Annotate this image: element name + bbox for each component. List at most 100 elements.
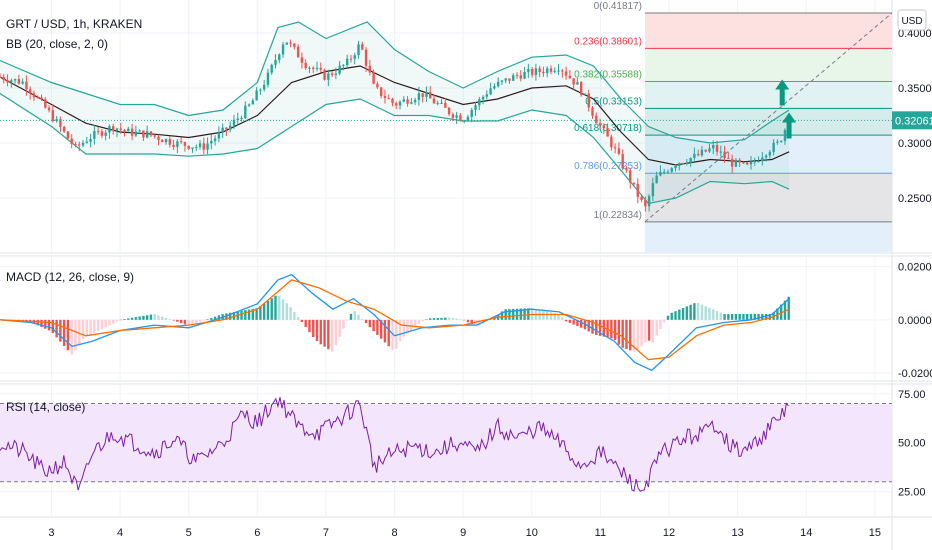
macd-histogram-bar — [357, 315, 360, 320]
candle-body — [281, 44, 285, 55]
candle-body — [145, 131, 149, 138]
macd-histogram-bar — [662, 319, 666, 323]
candle — [40, 94, 43, 101]
macd-histogram-bar — [734, 313, 738, 320]
macd-histogram-bar — [376, 319, 379, 335]
macd-histogram-bar — [783, 300, 787, 320]
candle — [583, 93, 587, 96]
candle — [779, 140, 783, 143]
macd-histogram-bar — [474, 319, 477, 327]
candle-body — [213, 138, 217, 141]
candle — [621, 149, 624, 171]
candle — [764, 154, 768, 162]
macd-histogram-bar — [436, 317, 439, 320]
candle-body — [338, 65, 341, 74]
macd-indicator-label[interactable]: MACD (12, 26, close, 9) — [6, 270, 134, 284]
candle-body — [0, 77, 2, 78]
macd-histogram-bar — [191, 319, 194, 325]
candle — [319, 62, 322, 73]
candle-body — [168, 139, 172, 145]
candle — [281, 41, 285, 58]
candle-body — [662, 171, 666, 173]
candle — [485, 90, 489, 100]
candle-body — [319, 67, 322, 70]
macd-histogram-bar — [444, 317, 447, 320]
candle-body — [670, 168, 673, 172]
candle — [474, 101, 477, 116]
macd-histogram-bar — [546, 311, 549, 320]
candle-body — [383, 96, 387, 99]
macd-histogram-bar — [127, 318, 130, 320]
candle — [55, 116, 58, 123]
candle — [330, 71, 334, 78]
macd-histogram-bar — [429, 318, 432, 320]
macd-histogram-bar — [47, 319, 51, 331]
candle — [708, 143, 711, 153]
candle-body — [289, 42, 292, 44]
candle-body — [300, 57, 304, 63]
rsi-band-fill — [0, 403, 892, 482]
macd-histogram-bar — [210, 317, 213, 320]
macd-histogram-bar — [406, 319, 409, 334]
macd-histogram-bar — [108, 319, 111, 326]
candle-body — [96, 131, 100, 133]
macd-histogram-bar — [659, 319, 662, 330]
candle — [451, 112, 455, 122]
candle — [719, 145, 723, 157]
candle-body — [549, 68, 553, 72]
candle-body — [364, 49, 368, 66]
macd-histogram-bar — [259, 306, 262, 320]
candle-body — [772, 142, 775, 153]
macd-histogram-bar — [112, 319, 115, 324]
rsi-indicator-label[interactable]: RSI (14, close) — [6, 400, 85, 414]
macd-histogram-bar — [542, 310, 545, 320]
candle-body — [270, 64, 273, 73]
candle-body — [640, 196, 643, 201]
x-tick-label: 7 — [323, 527, 329, 539]
macd-histogram-bar — [512, 308, 515, 320]
candle — [142, 130, 145, 141]
macd-histogram-bar — [508, 309, 511, 320]
candle-body — [512, 75, 515, 81]
candle — [410, 98, 413, 105]
macd-histogram-bar — [678, 309, 681, 320]
macd-histogram-bar — [602, 319, 606, 337]
candle — [440, 98, 443, 105]
candle-body — [157, 136, 160, 141]
macd-histogram-bar — [157, 315, 160, 320]
candle — [372, 69, 375, 85]
candle — [738, 158, 741, 167]
macd-histogram-bar — [749, 313, 753, 320]
candle-body — [685, 162, 689, 164]
candle — [561, 68, 564, 78]
candle — [538, 65, 541, 78]
candle-body — [25, 81, 28, 90]
candle — [617, 142, 621, 156]
bb-indicator-label[interactable]: BB (20, close, 2, 0) — [6, 37, 108, 51]
candle-body — [349, 58, 353, 60]
candle-body — [523, 71, 526, 79]
currency-button[interactable]: USD — [897, 9, 927, 31]
candle-body — [742, 162, 745, 164]
candle — [478, 96, 481, 111]
candle-body — [572, 78, 575, 85]
x-tick-label: 3 — [48, 527, 54, 539]
macd-histogram-bar — [372, 319, 375, 332]
macd-histogram-bar — [330, 319, 334, 352]
fib-label-0.382: 0.382(0.35588) — [574, 70, 642, 81]
candle — [579, 80, 583, 97]
candle-body — [176, 141, 179, 147]
macd-histogram-bar — [285, 303, 289, 320]
candle — [85, 136, 88, 144]
macd-histogram-bar — [572, 319, 575, 325]
macd-histogram-bar — [85, 319, 88, 336]
macd-histogram-bar — [93, 319, 96, 333]
candle-body — [266, 72, 270, 85]
candle-body — [312, 67, 315, 69]
macd-histogram-bar — [685, 306, 689, 320]
candle — [768, 150, 772, 159]
